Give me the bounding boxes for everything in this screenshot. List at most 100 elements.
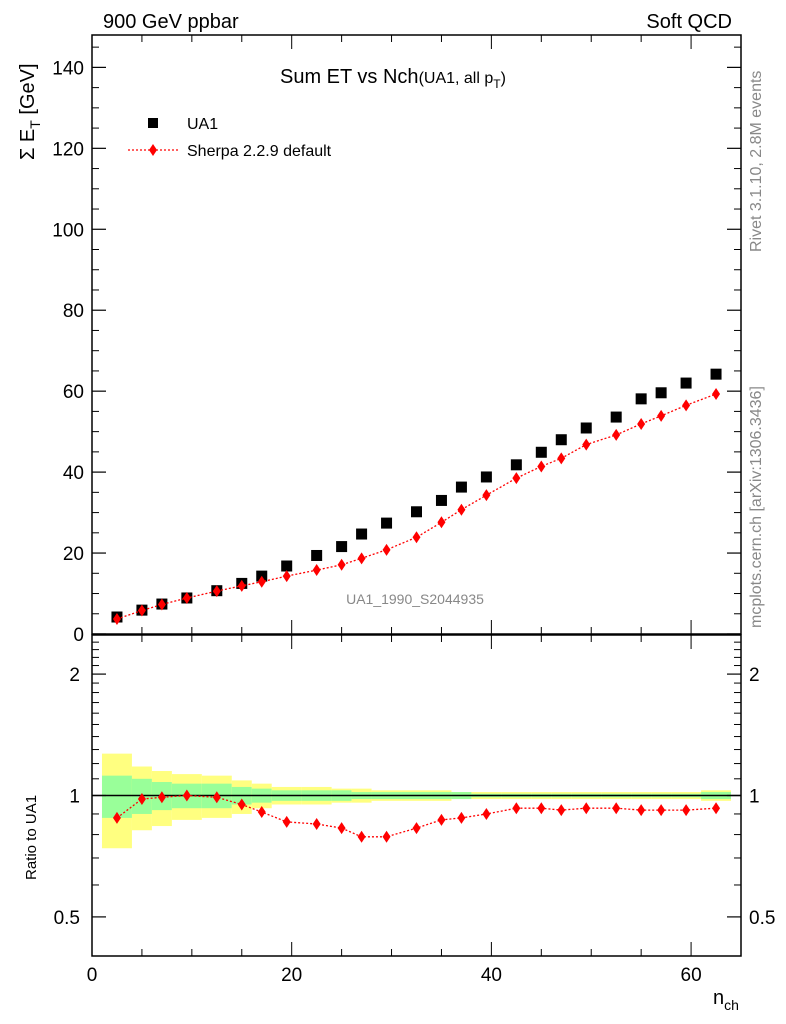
ratio-sherpa-point [482, 807, 491, 820]
main-ytick-label: 60 [63, 382, 84, 403]
sherpa-point [712, 387, 721, 400]
main-marks-layer [111, 368, 722, 626]
main-title-text: Sum ET vs Nch [280, 66, 419, 88]
ratio-sherpa-point [112, 811, 121, 824]
ua1-point [435, 494, 447, 506]
ratio-sherpa-point [457, 811, 466, 824]
header-left: 900 GeV ppbar [103, 11, 239, 33]
ratio-sherpa-point [582, 802, 591, 815]
sherpa-point [657, 409, 666, 422]
ratio-ytick-label-right: 1 [749, 787, 760, 808]
sherpa-point [412, 531, 421, 544]
main-ylabel: Σ ET [GeV] [17, 63, 43, 160]
ratio-band-inner [101, 775, 132, 818]
ratio-sherpa-point [382, 830, 391, 843]
ratio-sherpa-point [137, 793, 146, 806]
sherpa-point [182, 591, 191, 604]
main-frame [91, 34, 742, 635]
ratio-sherpa-point [337, 822, 346, 835]
sherpa-point [482, 489, 491, 502]
ratio-sherpa-point [412, 822, 421, 835]
sherpa-point [382, 543, 391, 556]
legend-sherpa-label: Sherpa 2.2.9 default [187, 143, 332, 160]
ratio-sherpa-point [237, 798, 246, 811]
main-title-close: ) [501, 70, 506, 87]
side-mcplots-label: mcplots.cern.ch [arXiv:1306.3436] [748, 386, 765, 628]
ratio-ytick-label-right: 0.5 [749, 908, 775, 929]
analysis-watermark: UA1_1990_S2044935 [346, 591, 484, 607]
ua1-point [510, 459, 522, 471]
ratio-sherpa-point [312, 817, 321, 830]
main-title: Sum ET vs Nch(UA1, all pT) [280, 66, 506, 91]
ratio-xlabel: nch [713, 987, 739, 1013]
ua1-point [710, 368, 722, 380]
main-ytick-label: 0 [73, 625, 84, 646]
main-ytick-label: 40 [63, 463, 84, 484]
ratio-marks-layer [112, 789, 721, 843]
ratio-sherpa-point [557, 804, 566, 817]
ratio-axes-layer: 0.5 0.51 12 20 20 40 60 [54, 635, 775, 986]
ua1-point [680, 377, 692, 389]
side-rivet-label: Rivet 3.1.10, 2.8M events [748, 71, 765, 252]
sherpa-point [557, 452, 566, 465]
ratio-ytick-label: 1 [69, 787, 80, 808]
sherpa-point [512, 472, 521, 485]
sherpa-point [612, 428, 621, 441]
ratio-sherpa-point [637, 804, 646, 817]
sherpa-point [337, 558, 346, 571]
legend-sherpa-marker [149, 144, 157, 156]
ratio-sherpa-point [512, 802, 521, 815]
ua1-point [655, 387, 667, 399]
ua1-point [635, 393, 647, 405]
ratio-sherpa-point [657, 804, 666, 817]
ratio-xlabel-sub: ch [724, 997, 739, 1013]
ratio-sherpa-point [682, 804, 691, 817]
main-ytick-label: 140 [52, 58, 84, 79]
ratio-xtick-label: 0 [87, 965, 98, 986]
ratio-sherpa-point [257, 806, 266, 819]
main-ytick-label: 80 [63, 301, 84, 322]
ua1-point [311, 549, 323, 561]
sherpa-point [537, 460, 546, 473]
sherpa-point [282, 570, 291, 583]
ratio-sherpa-point [182, 789, 191, 802]
ratio-ytick-label: 0.5 [54, 908, 80, 929]
sherpa-point [637, 417, 646, 430]
ratio-sherpa-point [437, 813, 446, 826]
sherpa-point [457, 503, 466, 516]
sherpa-point [237, 579, 246, 592]
ratio-xtick-label: 60 [681, 965, 702, 986]
sherpa-point [437, 516, 446, 529]
main-ytick-label: 100 [52, 220, 84, 241]
ua1-point [381, 517, 393, 529]
main-ytick-label: 20 [63, 544, 84, 565]
main-ylabel-sub: T [27, 120, 43, 129]
legend-ua1-label: UA1 [187, 116, 218, 133]
sherpa-point [257, 575, 266, 588]
ua1-point [281, 560, 293, 572]
sherpa-point [312, 564, 321, 577]
sherpa-point [212, 585, 221, 598]
ratio-xtick-label: 40 [481, 965, 502, 986]
sherpa-point [582, 438, 591, 451]
ratio-ylabel: Ratio to UA1 [23, 795, 40, 880]
ratio-sherpa-point [157, 791, 166, 804]
ratio-sherpa-point [712, 802, 721, 815]
main-ytick-label: 120 [52, 139, 84, 160]
sherpa-point [682, 399, 691, 412]
ua1-point [535, 446, 547, 458]
ratio-sherpa-point [212, 791, 221, 804]
ua1-point [480, 471, 492, 483]
main-axes-layer: 0 20 40 60 80 100 120 140 [52, 35, 742, 646]
main-ylabel-text: Σ E [17, 129, 39, 160]
ratio-xlabel-text: n [713, 987, 724, 1009]
legend-ua1-marker [148, 118, 158, 128]
ratio-sherpa-point [357, 830, 366, 843]
main-title-sub-sub: T [493, 77, 501, 91]
ratio-xtick-label: 20 [281, 965, 302, 986]
ua1-point [610, 411, 622, 423]
ua1-point [455, 481, 467, 493]
ua1-point [336, 541, 348, 553]
sherpa-point [137, 604, 146, 617]
